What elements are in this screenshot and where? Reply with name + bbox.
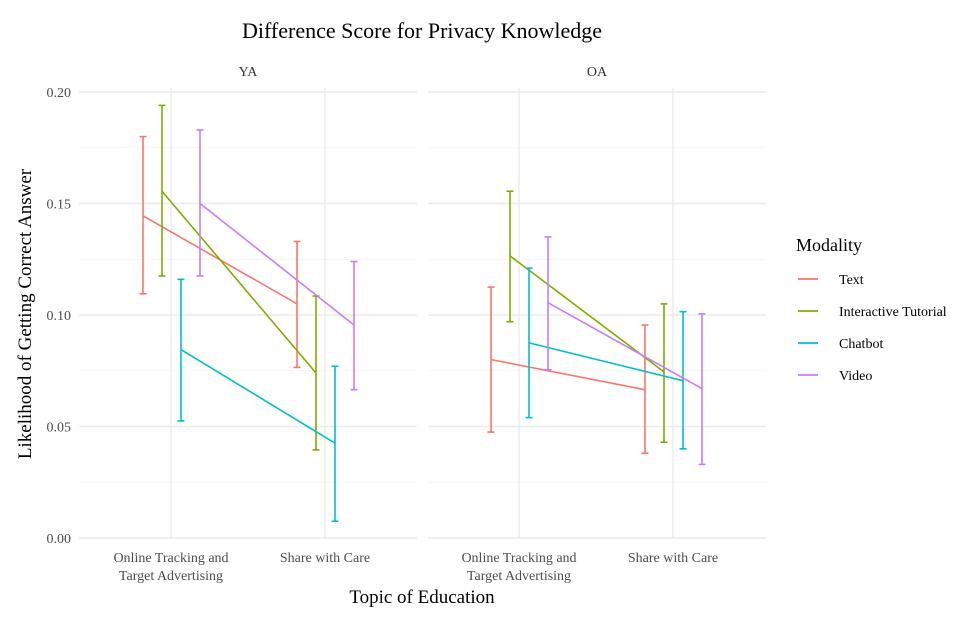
series-interactive-tutorial xyxy=(158,104,320,451)
panel-ya: YA 0.00 0.05 0.10 0.15 0.20 Online Tracking an… xyxy=(47,65,417,584)
series-video xyxy=(196,129,358,391)
x-tick-label: Online Tracking and Target Advertising xyxy=(113,551,228,584)
x-axis-title: Topic of Education xyxy=(349,587,495,608)
x-tick-label-line: Online Tracking and xyxy=(461,551,576,566)
legend-label: Text xyxy=(839,273,864,288)
series-text xyxy=(487,286,649,455)
legend-entry-video: Video xyxy=(798,369,872,384)
error-bar xyxy=(139,135,147,295)
y-tick-label: 0.10 xyxy=(47,309,72,324)
error-bar xyxy=(177,278,185,422)
series-line xyxy=(199,202,355,326)
x-tick-label: Share with Care xyxy=(628,551,718,566)
panels: YA 0.00 0.05 0.10 0.15 0.20 Online Tracking an… xyxy=(47,65,766,584)
legend: Modality Text Interactive Tutorial Chatbot… xyxy=(796,235,947,384)
error-bar xyxy=(350,260,358,391)
series-video xyxy=(544,236,706,466)
x-tick-label-line: Online Tracking and xyxy=(113,551,228,566)
error-bar xyxy=(525,267,533,419)
panel-oa: OA Online Tracking and Target Advertising S… xyxy=(428,65,766,584)
error-bar xyxy=(196,129,204,277)
series-line xyxy=(528,342,684,382)
legend-entry-interactive-tutorial: Interactive Tutorial xyxy=(798,305,947,320)
error-bar xyxy=(679,310,687,450)
x-tick-label-line: Share with Care xyxy=(628,551,718,566)
error-bar xyxy=(660,303,668,443)
error-bar xyxy=(544,236,552,371)
y-tick-label: 0.05 xyxy=(47,421,72,436)
y-tick-label: 0.15 xyxy=(47,198,72,213)
chart-title: Difference Score for Privacy Knowledge xyxy=(242,18,602,43)
error-bar xyxy=(506,190,514,323)
x-tick-label-line: Share with Care xyxy=(280,551,370,566)
y-axis-title: Likelihood of Getting Correct Answer xyxy=(15,168,36,459)
legend-entry-text: Text xyxy=(798,273,864,288)
legend-entry-chatbot: Chatbot xyxy=(798,337,883,352)
error-bar xyxy=(641,324,649,455)
panel-label: OA xyxy=(587,65,608,80)
series-line xyxy=(180,348,336,444)
series-chatbot xyxy=(525,267,687,450)
y-tick-label: 0.20 xyxy=(47,86,72,101)
series-interactive-tutorial xyxy=(506,190,668,443)
series-chatbot xyxy=(177,278,339,523)
x-tick-label: Share with Care xyxy=(280,551,370,566)
error-bar xyxy=(293,240,301,369)
legend-title: Modality xyxy=(796,235,862,255)
x-tick-label: Online Tracking and Target Advertising xyxy=(461,551,576,584)
legend-label: Chatbot xyxy=(839,337,883,352)
legend-label: Interactive Tutorial xyxy=(839,305,947,320)
x-tick-label-line: Target Advertising xyxy=(119,569,223,584)
panel-label: YA xyxy=(239,65,259,80)
error-bar xyxy=(331,365,339,523)
error-bar xyxy=(158,104,166,277)
series-text xyxy=(139,135,301,369)
series-line xyxy=(490,358,646,391)
x-tick-label-line: Target Advertising xyxy=(467,569,571,584)
error-bar xyxy=(487,286,495,433)
series-line xyxy=(161,190,317,374)
legend-label: Video xyxy=(839,369,872,384)
y-tick-label: 0.00 xyxy=(47,532,72,547)
error-bar xyxy=(698,313,706,466)
series-line xyxy=(547,302,703,390)
